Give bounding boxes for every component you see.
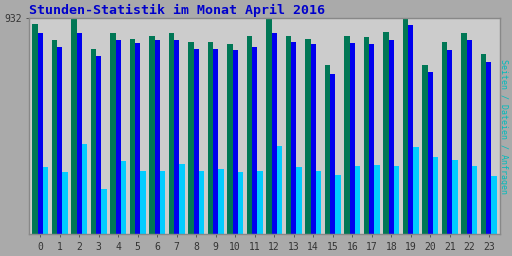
Bar (325, 65, 330, 234)
Bar (96, 56, 101, 234)
Bar (188, 42, 194, 234)
Bar (160, 170, 165, 234)
Bar (433, 157, 438, 234)
Bar (238, 172, 243, 234)
Bar (316, 170, 321, 234)
Bar (155, 40, 160, 234)
Bar (466, 40, 472, 234)
Bar (461, 33, 466, 234)
Bar (252, 47, 258, 234)
Bar (208, 42, 213, 234)
Bar (374, 165, 379, 234)
Bar (296, 167, 302, 234)
Bar (232, 50, 238, 234)
Bar (110, 33, 116, 234)
Bar (82, 144, 87, 234)
Bar (369, 44, 374, 234)
Bar (286, 36, 291, 234)
Bar (422, 65, 428, 234)
Bar (71, 18, 76, 234)
Bar (408, 25, 413, 234)
Bar (179, 164, 185, 234)
Bar (57, 47, 62, 234)
Bar (389, 40, 394, 234)
Bar (481, 54, 486, 234)
Bar (169, 33, 174, 234)
Bar (492, 176, 497, 234)
Bar (394, 166, 399, 234)
Bar (442, 42, 447, 234)
Bar (311, 44, 316, 234)
Bar (277, 146, 282, 234)
Bar (453, 160, 458, 234)
Bar (121, 161, 126, 234)
Bar (291, 42, 296, 234)
Bar (194, 49, 199, 234)
Bar (227, 44, 232, 234)
Bar (150, 36, 155, 234)
Bar (32, 24, 37, 234)
Bar (130, 39, 135, 234)
Bar (271, 33, 277, 234)
Bar (135, 43, 140, 234)
Bar (52, 40, 57, 234)
Bar (258, 170, 263, 234)
Bar (76, 33, 82, 234)
Y-axis label: Seiten / Dateien / Anfragen: Seiten / Dateien / Anfragen (499, 59, 508, 194)
Bar (383, 31, 389, 234)
Bar (247, 36, 252, 234)
Bar (62, 172, 68, 234)
Bar (199, 170, 204, 234)
Bar (305, 39, 311, 234)
Bar (350, 43, 355, 234)
Bar (364, 37, 369, 234)
Bar (213, 49, 218, 234)
Bar (91, 49, 96, 234)
Bar (447, 50, 453, 234)
Bar (486, 62, 492, 234)
Bar (266, 19, 271, 234)
Bar (335, 175, 340, 234)
Bar (472, 166, 477, 234)
Bar (140, 170, 145, 234)
Bar (43, 167, 48, 234)
Bar (330, 74, 335, 234)
Bar (413, 147, 419, 234)
Bar (428, 72, 433, 234)
Bar (116, 40, 121, 234)
Bar (355, 166, 360, 234)
Bar (345, 36, 350, 234)
Bar (101, 189, 106, 234)
Bar (37, 33, 43, 234)
Bar (174, 40, 179, 234)
Bar (403, 19, 408, 234)
Text: Stunden-Statistik im Monat April 2016: Stunden-Statistik im Monat April 2016 (29, 4, 326, 17)
Bar (218, 169, 224, 234)
